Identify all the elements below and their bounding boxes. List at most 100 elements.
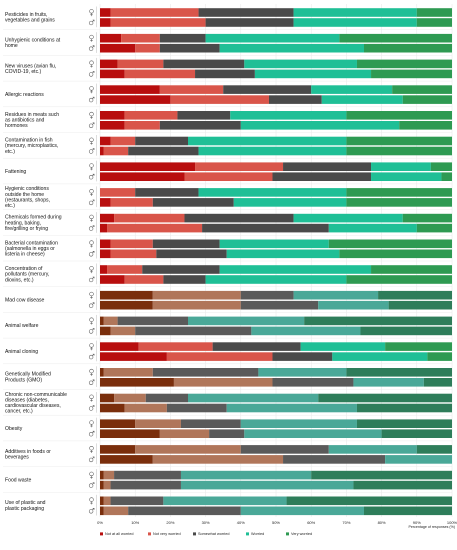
bar-segment: [212, 342, 301, 351]
bar-segment: [100, 59, 118, 69]
bar-segment: [219, 43, 364, 53]
x-tick-label: 50%: [272, 520, 280, 525]
bar-segment: [381, 429, 452, 438]
bar-segment: [156, 249, 227, 259]
bar-segment: [198, 8, 294, 17]
legend-label: Not at all worried: [105, 532, 134, 536]
female-icon: [89, 291, 94, 299]
bar-segment: [100, 403, 125, 413]
bar-segment: [240, 506, 364, 516]
female-icon: [89, 240, 94, 248]
bar-segment: [100, 300, 153, 310]
category-label: Pesticides in fruits, vegetables and grai…: [5, 12, 55, 24]
bar-segment: [272, 352, 333, 361]
bar-segment: [427, 352, 452, 361]
bar-segment: [103, 316, 118, 326]
bar-segment: [402, 213, 452, 223]
bar-segment: [173, 378, 273, 387]
bar-segment: [100, 342, 139, 351]
bar-segment: [244, 59, 357, 69]
category-label: Mad cow disease: [5, 297, 45, 303]
bar-segment: [110, 239, 153, 249]
bar-segment: [364, 506, 452, 516]
x-tick-label: 90%: [413, 520, 421, 525]
bar-segment: [346, 111, 452, 120]
bar-segment: [272, 172, 372, 181]
bar-segment: [385, 455, 452, 464]
male-icon: [88, 328, 95, 334]
bar-segment: [233, 198, 347, 207]
male-icon: [88, 276, 95, 283]
bar-segment: [152, 239, 220, 249]
bar-segment: [100, 198, 111, 207]
female-icon: [89, 420, 94, 428]
bar-segment: [117, 59, 164, 69]
bar-segment: [166, 403, 227, 413]
bar-segment: [321, 95, 403, 104]
bar-segment: [346, 368, 452, 377]
bar-segment: [100, 496, 104, 506]
category-label: Fattening: [5, 169, 26, 175]
bar-segment: [328, 223, 417, 233]
bar-segment: [114, 470, 181, 480]
bar-segment: [100, 265, 108, 274]
bar-segment: [328, 445, 417, 454]
bar-segment: [209, 429, 245, 438]
category-label: Hygienic conditions outside the home (rest…: [5, 186, 50, 209]
male-icon: [88, 251, 95, 257]
bar-segment: [364, 43, 452, 53]
bar-segment: [100, 393, 115, 403]
bar-segment: [100, 445, 136, 454]
bar-segment: [293, 290, 379, 300]
bar-segment: [114, 393, 146, 403]
bar-segment: [100, 470, 104, 480]
bar-segment: [152, 198, 234, 207]
bar-segment: [177, 111, 231, 120]
category-label: Unhygienic conditions at home: [5, 38, 61, 50]
bar-segment: [103, 470, 115, 480]
bar-segment: [272, 378, 354, 387]
bar-segment: [416, 18, 452, 27]
category-label: Chronic non-communicable diseases (diabet…: [5, 392, 67, 415]
bar-segment: [100, 290, 153, 300]
bar-segment: [163, 496, 287, 506]
bar-segment: [332, 352, 428, 361]
category-label: Genetically Modified Products (GMO): [5, 372, 51, 384]
male-icon: [88, 19, 95, 26]
bar-segment: [423, 378, 452, 387]
bar-segment: [100, 213, 115, 223]
bar-segment: [163, 275, 206, 284]
female-icon: [89, 497, 94, 505]
bar-segment: [416, 445, 452, 454]
bar-segment: [378, 290, 452, 300]
male-icon: [88, 148, 95, 154]
category-label: Additives in foods or beverages: [5, 449, 51, 461]
bar-segment: [188, 316, 305, 326]
bar-segment: [283, 455, 386, 464]
bar-segment: [114, 213, 185, 223]
male-icon: [88, 45, 95, 51]
bar-segment: [293, 18, 417, 27]
bar-segment: [198, 188, 347, 197]
bar-segment: [135, 419, 181, 428]
bar-segment: [152, 290, 241, 300]
bar-segment: [202, 223, 329, 233]
category-label: Allergic reactions: [5, 92, 44, 98]
category-label: Food waste: [5, 477, 31, 483]
bar-segment: [100, 275, 125, 284]
bar-segment: [100, 316, 104, 326]
bar-segment: [388, 300, 452, 310]
female-icon: [89, 471, 94, 479]
bar-segment: [385, 342, 452, 351]
bar-segment: [100, 249, 111, 259]
category-label: Use of plastic and plastic packaging: [5, 500, 46, 512]
bar-segment: [110, 249, 157, 259]
bar-segment: [128, 146, 199, 156]
bar-segment: [346, 146, 452, 156]
bar-segment: [100, 239, 111, 249]
gender-icons: [88, 6, 97, 516]
male-icon: [88, 199, 95, 206]
category-label: Chemicals formed during heating, baking, f…: [5, 215, 62, 232]
x-tick-label: 10%: [131, 520, 139, 525]
bar-segment: [244, 429, 382, 438]
